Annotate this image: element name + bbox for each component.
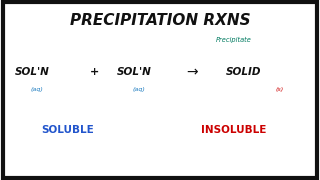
- Text: INSOLUBLE: INSOLUBLE: [201, 125, 266, 135]
- Text: →: →: [186, 65, 198, 79]
- Text: SOL'N: SOL'N: [15, 67, 49, 77]
- Text: +: +: [90, 67, 99, 77]
- Text: Precipitate: Precipitate: [216, 37, 252, 43]
- Text: PRECIPITATION RXNS: PRECIPITATION RXNS: [70, 13, 250, 28]
- Text: SOLID: SOLID: [226, 67, 261, 77]
- Text: SOLUBLE: SOLUBLE: [41, 125, 93, 135]
- Text: SOL'N: SOL'N: [117, 67, 152, 77]
- Text: (s): (s): [276, 87, 284, 93]
- Text: (aq): (aq): [133, 87, 146, 93]
- Text: (aq): (aq): [30, 87, 43, 93]
